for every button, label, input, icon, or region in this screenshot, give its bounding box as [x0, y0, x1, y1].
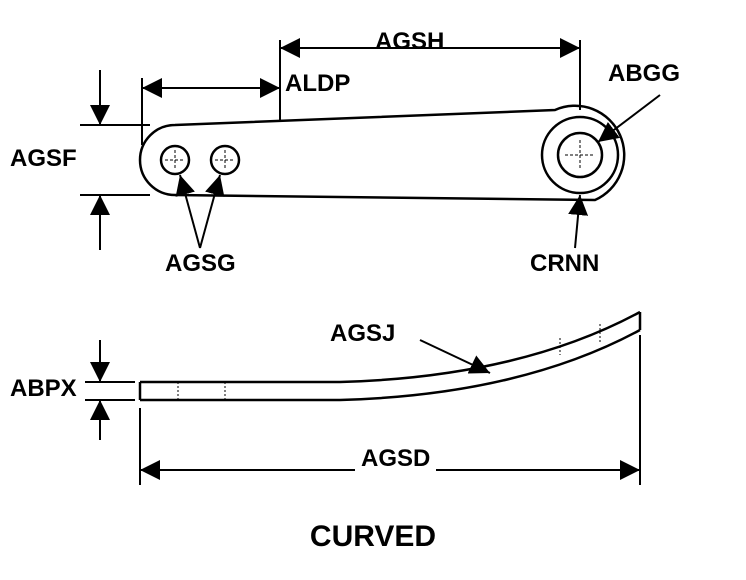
- agsg-leader-2: [200, 175, 220, 248]
- label-agsj: AGSJ: [330, 320, 395, 348]
- diagram-container: AGSH ALDP ABGG AGSF AGSG CRNN ABPX AGSJ …: [0, 0, 746, 580]
- crnn-leader: [575, 195, 580, 248]
- label-agsd: AGSD: [355, 445, 436, 473]
- label-agsg: AGSG: [165, 250, 236, 278]
- diagram-title: CURVED: [310, 520, 436, 554]
- label-agsf: AGSF: [10, 145, 77, 173]
- label-aldp: ALDP: [285, 70, 350, 98]
- label-agsh: AGSH: [375, 28, 444, 56]
- label-crnn: CRNN: [530, 250, 599, 278]
- label-abgg: ABGG: [608, 60, 680, 88]
- agsj-leader: [420, 340, 490, 373]
- agsg-leader-1: [180, 175, 200, 248]
- label-abpx: ABPX: [10, 375, 77, 403]
